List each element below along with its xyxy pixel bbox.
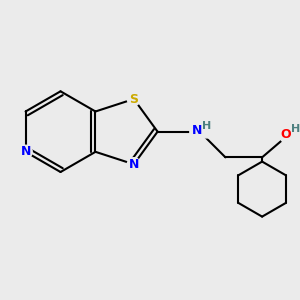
- Text: S: S: [129, 92, 138, 106]
- Text: N: N: [20, 145, 31, 158]
- Text: H: H: [202, 121, 211, 131]
- Circle shape: [280, 127, 296, 143]
- FancyBboxPatch shape: [190, 125, 210, 138]
- Text: N: N: [129, 158, 139, 171]
- Text: H: H: [291, 124, 300, 134]
- Circle shape: [127, 158, 140, 171]
- Text: N: N: [192, 124, 202, 137]
- Circle shape: [19, 145, 32, 158]
- Circle shape: [127, 92, 140, 106]
- Text: O: O: [281, 128, 291, 141]
